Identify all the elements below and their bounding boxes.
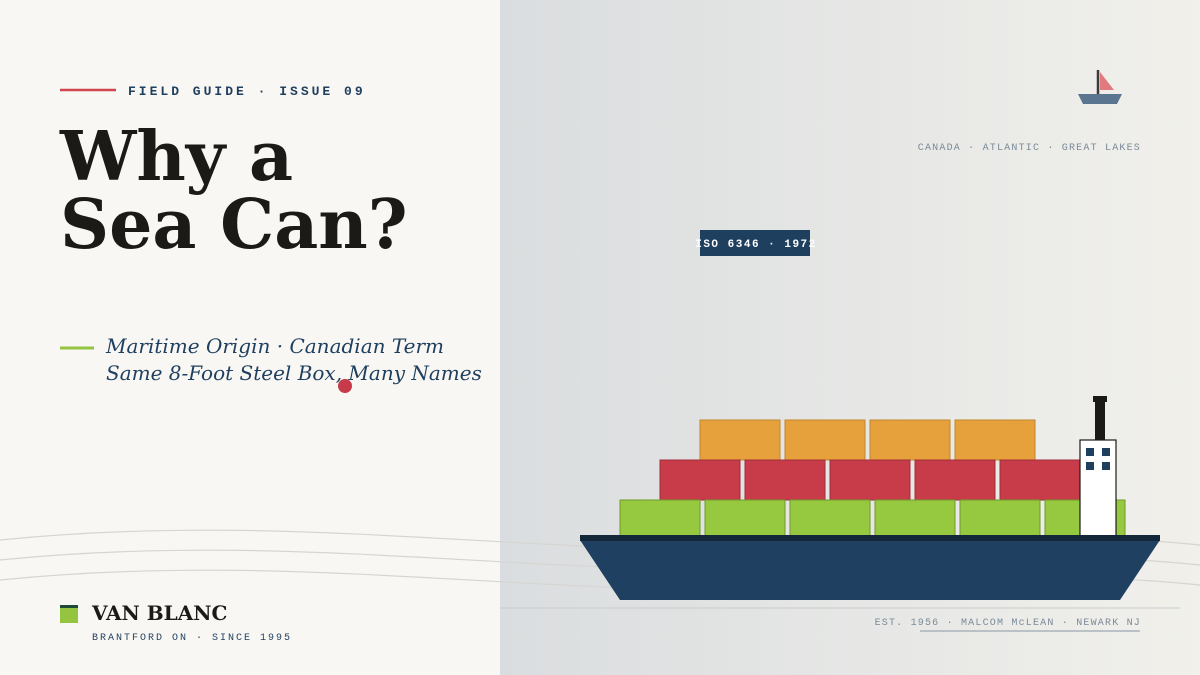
title-line: Sea Can? [60, 185, 408, 265]
subtitle-line: Maritime Origin · Canadian Term [105, 334, 444, 358]
container [784, 419, 866, 461]
brand-name: VAN BLANC [91, 601, 227, 625]
container [954, 419, 1036, 461]
window [1086, 448, 1094, 456]
title-line: Why a [59, 117, 293, 197]
footnote: EST. 1956 · MALCOM McLEAN · NEWARK NJ [875, 618, 1141, 629]
container [829, 459, 911, 501]
brand-tagline: BRANTFORD ON · SINCE 1995 [92, 633, 292, 644]
funnel [1095, 400, 1105, 442]
funnel-cap [1093, 396, 1107, 402]
deck [580, 535, 1160, 541]
sail [1100, 72, 1114, 90]
badge [700, 230, 810, 256]
windows [1086, 448, 1110, 470]
container [914, 459, 996, 501]
hull-icon [1078, 94, 1122, 104]
container [869, 419, 951, 461]
container [659, 459, 741, 501]
boat-icon [1078, 70, 1122, 104]
window [1086, 462, 1094, 470]
brand-mark-top [60, 605, 78, 608]
container [619, 499, 701, 541]
window [1102, 448, 1110, 456]
container [959, 499, 1041, 541]
container [789, 499, 871, 541]
kicker: FIELD GUIDE · ISSUE 09 [128, 84, 366, 99]
container [704, 499, 786, 541]
container-row [659, 459, 1081, 501]
hull [580, 540, 1160, 600]
bridge [1079, 439, 1117, 541]
container [874, 499, 956, 541]
left-panel [0, 0, 500, 675]
brand-mark [60, 605, 78, 623]
container [744, 459, 826, 501]
window [1102, 462, 1110, 470]
dot [338, 379, 352, 393]
subtitle-line: Same 8-Foot Steel Box, Many Names [106, 361, 482, 385]
region: CANADA · ATLANTIC · GREAT LAKES [918, 143, 1141, 154]
ship [580, 396, 1160, 600]
container-row [699, 419, 1036, 461]
container [999, 459, 1081, 501]
badge-text: ISO 6346 · 1972 [695, 239, 817, 251]
container [699, 419, 781, 461]
